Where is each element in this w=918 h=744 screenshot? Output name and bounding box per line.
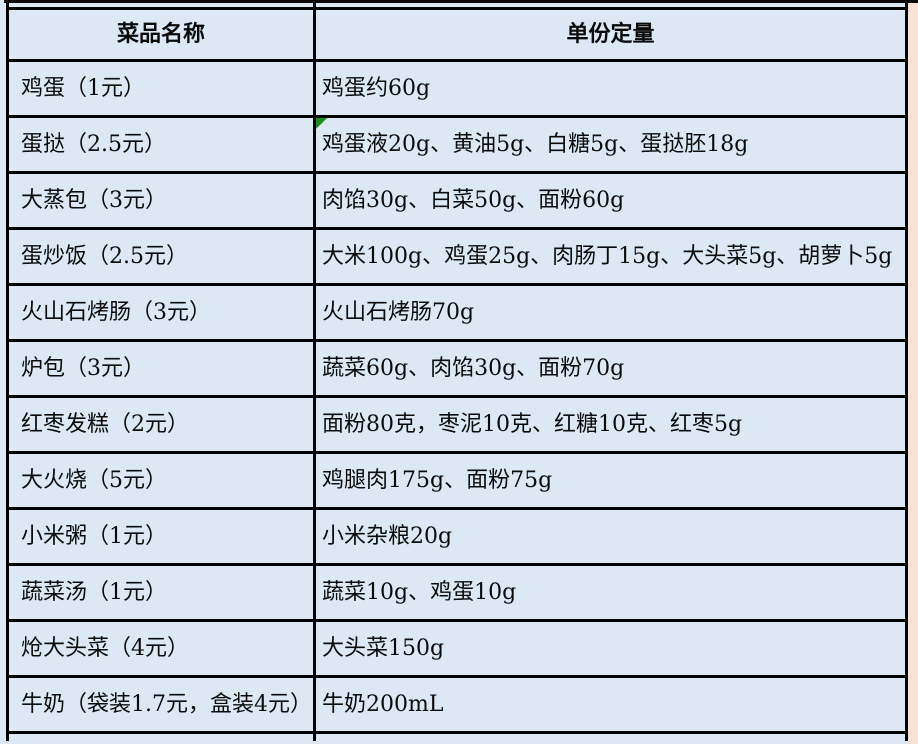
portion-cell: 蔬菜10g、鸡蛋10g <box>322 579 517 605</box>
table-row: 蛋炒饭（2.5元） 大米100g、鸡蛋25g、肉肠丁15g、大头菜5g、胡萝卜5… <box>9 230 905 286</box>
dish-name-cell: 蔬菜汤（1元） <box>9 566 316 619</box>
table-row: 小米粥（1元） 小米杂粮20g <box>9 510 905 566</box>
menu-table: 菜品名称 单份定量 鸡蛋（1元） 鸡蛋约60g 蛋挞（2.5元） 鸡蛋液20g、… <box>6 3 908 741</box>
table-row: 大火烧（5元） 鸡腿肉175g、面粉75g <box>9 454 905 510</box>
dish-name-cell: 炝大头菜（4元） <box>9 622 316 675</box>
table-row: 炉包（3元） 蔬菜60g、肉馅30g、面粉70g <box>9 342 905 398</box>
portion-cell: 蔬菜60g、肉馅30g、面粉70g <box>322 355 625 381</box>
green-corner-marker-icon <box>316 118 327 129</box>
table-row: 蛋挞（2.5元） 鸡蛋液20g、黄油5g、白糖5g、蛋挞胚18g <box>9 118 905 174</box>
portion-cell: 大头菜150g <box>322 635 445 661</box>
column-header-portion: 单份定量 <box>566 20 655 47</box>
portion-cell <box>316 734 905 741</box>
dish-name-cell: 炉包（3元） <box>9 342 316 395</box>
table-row: 炝大头菜（4元） 大头菜150g <box>9 622 905 678</box>
portion-cell <box>316 3 905 7</box>
table-row: 红枣发糕（2元） 面粉80克，枣泥10克、红糖10克、红枣5g <box>9 398 905 454</box>
dish-name-cell: 大蒸包（3元） <box>9 174 316 227</box>
dish-name-cell: 牛奶（袋装1.7元，盒装4元） <box>9 678 316 731</box>
table-row: 鸡蛋（1元） 鸡蛋约60g <box>9 62 905 118</box>
portion-cell: 小米杂粮20g <box>322 523 453 549</box>
portion-cell: 鸡腿肉175g、面粉75g <box>322 467 553 493</box>
portion-cell: 鸡蛋液20g、黄油5g、白糖5g、蛋挞胚18g <box>316 118 905 171</box>
portion-cell: 鸡蛋约60g <box>322 75 431 101</box>
dish-name-cell <box>9 734 316 741</box>
table-row: 牛奶（袋装1.7元，盒装4元） 牛奶200mL <box>9 678 905 734</box>
portion-text: 鸡蛋液20g、黄油5g、白糖5g、蛋挞胚18g <box>322 131 749 157</box>
portion-cell: 肉馅30g、白菜50g、面粉60g <box>322 187 625 213</box>
dish-name-cell: 蛋炒饭（2.5元） <box>9 230 316 283</box>
dish-name-cell: 小米粥（1元） <box>9 510 316 563</box>
dish-name-cell: 大火烧（5元） <box>9 454 316 507</box>
portion-cell: 大米100g、鸡蛋25g、肉肠丁15g、大头菜5g、胡萝卜5g <box>322 243 893 269</box>
dish-name-cell: 蛋挞（2.5元） <box>9 118 316 171</box>
dish-name-cell: 红枣发糕（2元） <box>9 398 316 451</box>
table-row: 蔬菜汤（1元） 蔬菜10g、鸡蛋10g <box>9 566 905 622</box>
table-row-clipped-bottom <box>9 734 905 741</box>
table-row: 大蒸包（3元） 肉馅30g、白菜50g、面粉60g <box>9 174 905 230</box>
portion-cell: 火山石烤肠70g <box>322 299 475 325</box>
table-row-clipped-top <box>9 3 905 10</box>
dish-name-cell: 火山石烤肠（3元） <box>9 286 316 339</box>
column-header-dish-name: 菜品名称 <box>9 10 316 59</box>
top-edge-strip <box>4 0 918 3</box>
portion-cell: 牛奶200mL <box>322 691 444 717</box>
dish-name-cell: 鸡蛋（1元） <box>9 62 316 115</box>
table-header-row: 菜品名称 单份定量 <box>9 10 905 62</box>
right-edge-strip <box>908 3 918 744</box>
dish-name-cell <box>9 3 316 7</box>
portion-cell: 面粉80克，枣泥10克、红糖10克、红枣5g <box>322 411 743 437</box>
table-row: 火山石烤肠（3元） 火山石烤肠70g <box>9 286 905 342</box>
